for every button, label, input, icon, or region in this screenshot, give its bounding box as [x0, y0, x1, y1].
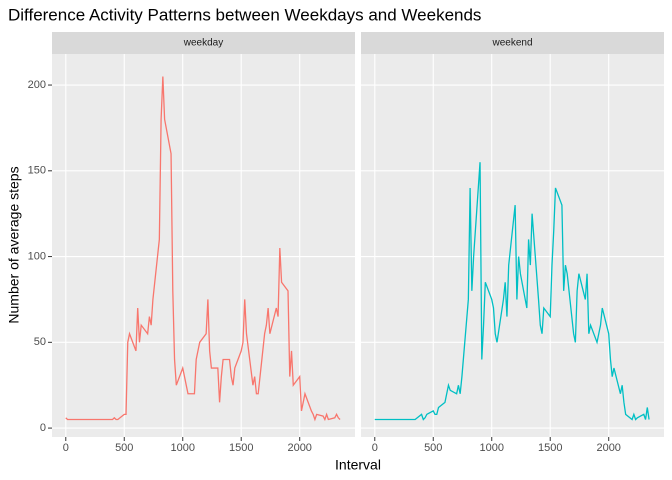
x-tick-label: 1000	[479, 442, 503, 454]
x-tick-label: 0	[63, 442, 69, 454]
line	[65, 76, 341, 422]
strip	[361, 32, 664, 54]
y-tick-label: 0	[40, 422, 46, 434]
line	[374, 162, 650, 421]
x-tick-label: 1500	[538, 442, 562, 454]
y-tick-label: 200	[28, 79, 46, 91]
strip	[52, 32, 355, 54]
y-axis-title: Number of average steps	[6, 166, 22, 323]
y-tick-label: 150	[28, 165, 46, 177]
x-tick-label: 500	[424, 442, 442, 454]
chart-title: Difference Activity Patterns between Wee…	[8, 5, 481, 24]
panel-background	[361, 54, 664, 437]
strip-label: weekend	[491, 38, 532, 49]
strip-label: weekday	[183, 38, 223, 49]
y-tick-label: 50	[34, 336, 46, 348]
panel-background	[52, 54, 355, 437]
y-tick-label: 100	[28, 250, 46, 262]
x-tick-label: 1000	[170, 442, 194, 454]
x-tick-label: 1500	[229, 442, 253, 454]
x-tick-label: 0	[372, 442, 378, 454]
x-tick-label: 2000	[287, 442, 311, 454]
x-tick-label: 500	[115, 442, 133, 454]
x-tick-label: 2000	[596, 442, 620, 454]
x-axis-title: Interval	[335, 457, 381, 473]
